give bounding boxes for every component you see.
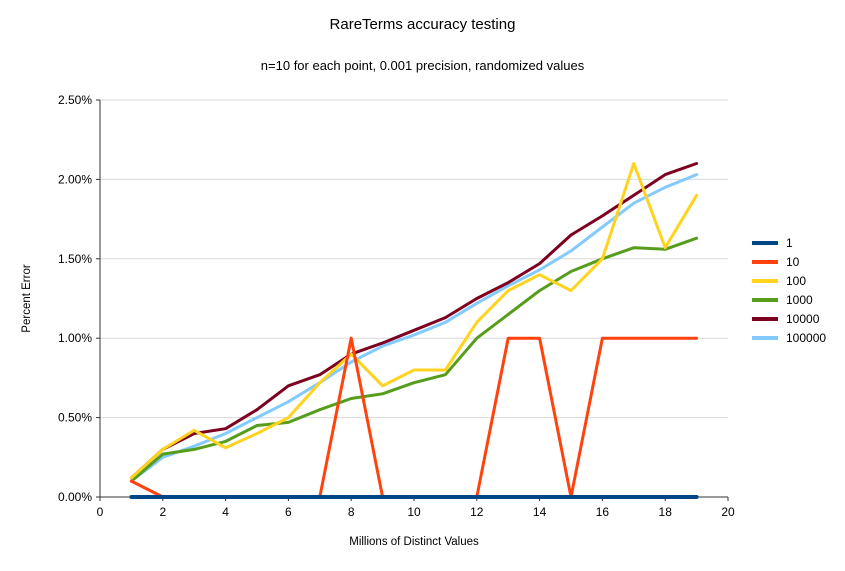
legend-label: 10000 <box>786 312 820 326</box>
x-tick-label: 6 <box>285 505 292 519</box>
legend-item-10: 10 <box>752 256 826 268</box>
legend-item-1000: 1000 <box>752 294 826 306</box>
legend-item-1: 1 <box>752 237 826 249</box>
y-axis-title: Percent Error <box>21 264 33 333</box>
x-tick-label: 12 <box>470 505 484 519</box>
legend-swatch <box>752 336 778 340</box>
x-tick-label: 18 <box>659 505 673 519</box>
legend: 1 10 100 1000 10000 100000 <box>752 237 826 344</box>
chart-subtitle: n=10 for each point, 0.001 precision, ra… <box>260 58 585 73</box>
x-tick-label: 4 <box>222 505 229 519</box>
y-tick-label: 2.50% <box>58 93 92 107</box>
series-line-1000 <box>129 236 699 483</box>
x-axis-title: Millions of Distinct Values <box>349 536 479 548</box>
y-tick-label: 1.00% <box>58 331 92 345</box>
legend-item-100000: 100000 <box>752 332 826 344</box>
x-tick-label: 10 <box>407 505 421 519</box>
legend-swatch <box>752 241 778 245</box>
y-tick-label: 1.50% <box>58 252 92 266</box>
series-line-100000 <box>129 173 699 483</box>
series-line-10000 <box>129 162 699 480</box>
legend-swatch <box>752 260 778 264</box>
legend-swatch <box>752 317 778 321</box>
x-tick-label: 2 <box>159 505 166 519</box>
y-tick-label: 0.00% <box>58 490 92 504</box>
legend-swatch <box>752 279 778 283</box>
chart-title: RareTerms accuracy testing <box>329 16 516 33</box>
x-tick-label: 14 <box>533 505 547 519</box>
legend-label: 1 <box>786 236 793 250</box>
x-tick-label: 16 <box>596 505 610 519</box>
y-tick-label: 2.00% <box>58 172 92 186</box>
x-tick-label: 20 <box>721 505 735 519</box>
series-line-100 <box>129 162 699 480</box>
y-tick-label: 0.50% <box>58 411 92 425</box>
legend-item-100: 100 <box>752 275 826 287</box>
legend-label: 100000 <box>786 331 827 345</box>
legend-label: 10 <box>786 255 800 269</box>
legend-item-10000: 10000 <box>752 313 826 325</box>
x-tick-label: 0 <box>97 505 104 519</box>
legend-label: 100 <box>786 274 807 288</box>
x-tick-label: 8 <box>348 505 355 519</box>
legend-label: 1000 <box>786 293 813 307</box>
legend-swatch <box>752 298 778 302</box>
